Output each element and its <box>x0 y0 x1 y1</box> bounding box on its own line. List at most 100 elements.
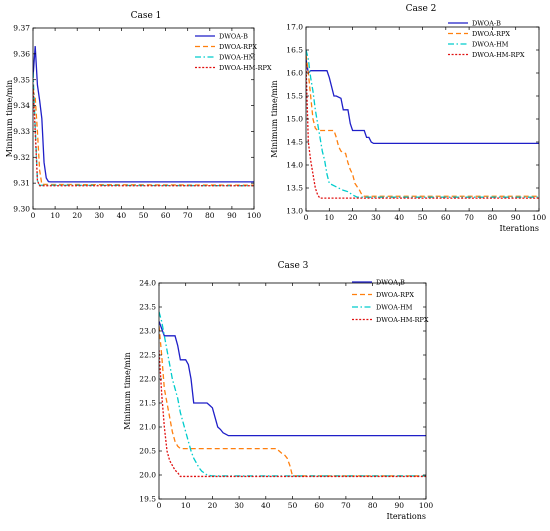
y-tick-label: 20.5 <box>139 447 156 456</box>
legend: DWOA-B DWOA-RPX DWOA-HM DWOA-HM-RPX <box>352 278 429 324</box>
legend-label: DWOA-HM-RPX <box>219 64 272 72</box>
x-tick-label: 20 <box>208 501 218 510</box>
x-tick-label: 50 <box>139 211 149 220</box>
x-tick-label: 50 <box>418 213 428 222</box>
y-tick-label: 15.0 <box>286 115 303 124</box>
legend-label: DWOA-HM <box>376 303 413 311</box>
legend-label: DWOA-RPX <box>219 43 257 51</box>
legend-label: DWOA-HM-RPX <box>472 51 525 59</box>
x-tick-label: 30 <box>95 211 105 220</box>
x-tick-label: 0 <box>304 213 309 222</box>
y-tick-label: 19.5 <box>139 495 156 504</box>
x-tick-label: 30 <box>234 501 244 510</box>
y-tick-label: 22.5 <box>139 351 156 360</box>
x-tick-label: 40 <box>261 501 271 510</box>
y-tick-label: 13.0 <box>286 207 303 216</box>
chart-case-2: Case 2 0 10 20 30 40 50 60 70 80 90 100 13.0 13.5 14.0… <box>270 4 546 233</box>
series-line-dwoa-hm-rpx <box>33 84 254 187</box>
series-line-dwoa-hm-rpx <box>159 350 426 478</box>
chart-case-3: Case 3 0 10 20 30 40 50 60 70 80 90 100 19.5 20.0 20.5… <box>123 261 433 521</box>
y-tick-label: 24.0 <box>139 279 156 288</box>
y-tick-label: 17.0 <box>286 23 303 32</box>
chart-title: Case 3 <box>278 261 309 271</box>
legend-label: DWOA-B <box>376 278 405 286</box>
y-tick-label: 9.32 <box>13 153 30 162</box>
x-tick-label: 40 <box>394 213 404 222</box>
x-tick-label: 80 <box>488 213 498 222</box>
series-line-dwoa-hm <box>33 71 254 187</box>
x-tick-label: 80 <box>205 211 215 220</box>
x-tick-label: 10 <box>181 501 191 510</box>
y-tick-label: 16.5 <box>286 46 303 55</box>
y-tick-label: 9.37 <box>13 24 30 33</box>
series-line-dwoa-hm-rpx <box>306 63 539 199</box>
y-tick-label: 21.5 <box>139 399 156 408</box>
series-line-dwoa-rpx <box>159 326 426 477</box>
x-tick-label: 20 <box>72 211 82 220</box>
y-axis-label: Minimum time/min <box>5 80 14 157</box>
y-tick-label: 23.0 <box>139 327 156 336</box>
y-tick-label: 21.0 <box>139 423 156 432</box>
y-tick-label: 20.0 <box>139 471 156 480</box>
series-group <box>159 311 426 478</box>
y-tick-label: 22.0 <box>139 375 156 384</box>
chart-case-1: Case 1 0 10 20 30 40 50 60 70 80 90 100 9.30 9.31 9.32… <box>5 11 272 220</box>
x-tick-label: 0 <box>157 501 162 510</box>
x-tick-label: 80 <box>368 501 378 510</box>
x-tick-label: 10 <box>50 211 60 220</box>
x-tick-label: 50 <box>288 501 298 510</box>
legend-label: DWOA-B <box>219 32 248 40</box>
series-group <box>33 46 254 187</box>
series-group <box>306 49 539 199</box>
series-line-dwoa-b <box>159 321 426 437</box>
x-tick-label: 70 <box>464 213 474 222</box>
x-tick-label: 30 <box>371 213 381 222</box>
legend: DWOA-B DWOA-RPX DWOA-HM DWOA-HM-RPX <box>195 32 272 72</box>
legend: DWOA-B DWOA-RPX DWOA-HM DWOA-HM-RPX <box>448 19 525 59</box>
x-tick-label: 60 <box>161 211 171 220</box>
series-line-dwoa-rpx <box>33 89 254 186</box>
x-tick-label: 100 <box>247 211 262 220</box>
x-tick-label: 10 <box>325 213 335 222</box>
x-tick-label: 100 <box>532 213 547 222</box>
legend-label: DWOA-B <box>472 19 501 27</box>
y-tick-label: 9.34 <box>13 101 30 110</box>
y-tick-label: 15.5 <box>286 92 303 101</box>
y-tick-label: 9.33 <box>13 127 30 136</box>
series-line-dwoa-rpx <box>306 54 539 197</box>
x-axis-label: Iterations <box>499 224 539 233</box>
x-tick-label: 90 <box>511 213 521 222</box>
y-tick-label: 9.31 <box>13 179 30 188</box>
y-tick-label: 9.30 <box>13 205 30 214</box>
y-tick-label: 13.5 <box>286 184 303 193</box>
chart-title: Case 2 <box>406 4 437 14</box>
x-tick-label: 60 <box>441 213 451 222</box>
series-line-dwoa-hm <box>159 311 426 477</box>
y-tick-label: 16.0 <box>286 69 303 78</box>
x-tick-label: 60 <box>314 501 324 510</box>
legend-label: DWOA-RPX <box>376 291 414 299</box>
x-tick-label: 90 <box>395 501 405 510</box>
y-axis-label: Minimum time/min <box>270 80 279 157</box>
y-tick-label: 9.35 <box>13 75 30 84</box>
y-tick-label: 9.36 <box>13 49 30 58</box>
legend-label: DWOA-RPX <box>472 30 510 38</box>
x-tick-label: 90 <box>227 211 237 220</box>
legend-label: DWOA-HM <box>472 40 509 48</box>
x-tick-label: 70 <box>341 501 351 510</box>
series-line-dwoa-b <box>306 59 539 145</box>
y-tick-label: 14.0 <box>286 161 303 170</box>
y-tick-label: 14.5 <box>286 138 303 147</box>
legend-label: DWOA-HM <box>219 53 256 61</box>
series-line-dwoa-hm <box>306 49 539 198</box>
y-tick-label: 23.5 <box>139 303 156 312</box>
legend-label: DWOA-HM-RPX <box>376 316 429 324</box>
x-tick-label: 100 <box>419 501 434 510</box>
x-tick-label: 0 <box>31 211 36 220</box>
y-axis-label: Minimum time/min <box>123 352 132 429</box>
x-tick-label: 40 <box>117 211 127 220</box>
x-axis-label: Iterations <box>386 512 426 521</box>
x-tick-label: 20 <box>348 213 358 222</box>
x-tick-label: 70 <box>183 211 193 220</box>
